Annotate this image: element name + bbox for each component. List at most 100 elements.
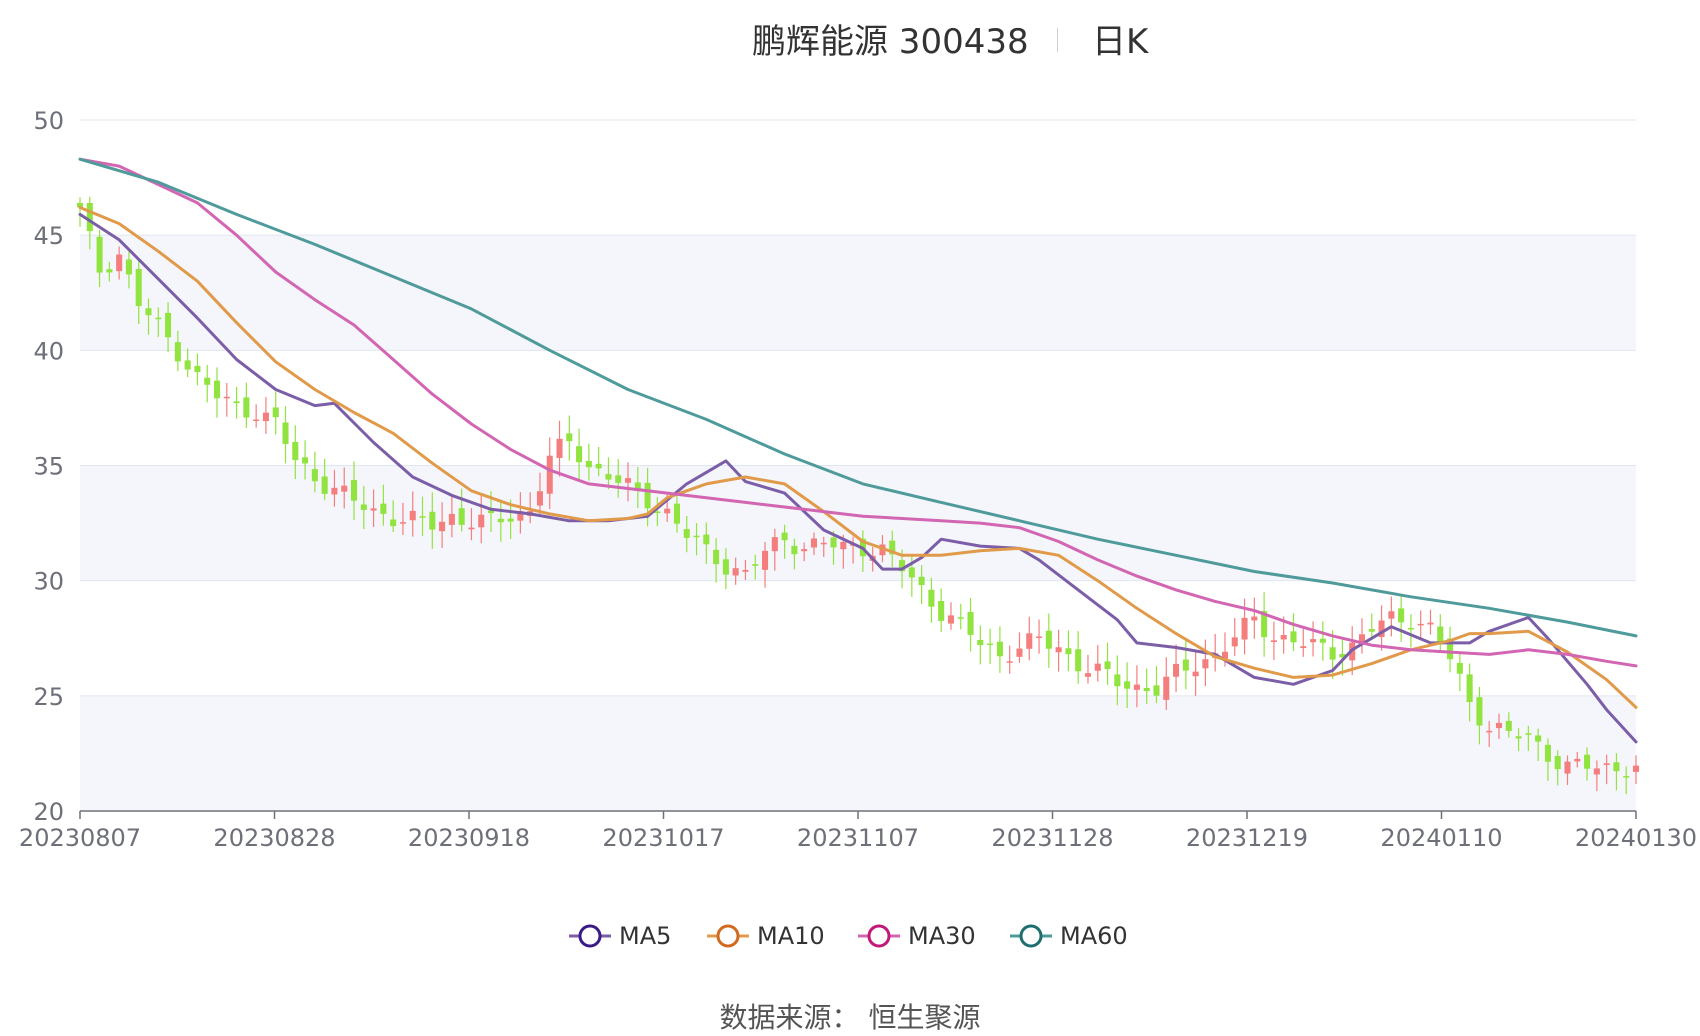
candle-body xyxy=(1476,697,1483,726)
candle-body xyxy=(752,564,759,566)
legend-marker-ma30-icon xyxy=(858,924,900,948)
series-line-ma60 xyxy=(78,157,1638,638)
chart-title-period: 日K xyxy=(1092,22,1149,62)
candle-body xyxy=(174,342,181,362)
x-tick-label: 20230918 xyxy=(408,824,530,852)
candle-body xyxy=(253,419,260,422)
candle-body xyxy=(977,640,984,646)
candle-body xyxy=(1094,663,1101,671)
candle-body xyxy=(1221,651,1229,659)
legend-circle-ma5 xyxy=(578,924,602,948)
data-source-label: 数据来源： xyxy=(719,1001,860,1034)
candle-body xyxy=(566,433,573,442)
candle-body xyxy=(810,538,817,548)
candle-body xyxy=(487,510,495,514)
candle-body xyxy=(1241,617,1248,640)
x-tick-label: 20231128 xyxy=(991,824,1113,852)
candle-body xyxy=(213,380,221,399)
candle-body xyxy=(1133,684,1140,690)
title-separator xyxy=(1057,28,1058,52)
legend-item-ma30[interactable]: MA30 xyxy=(858,914,976,958)
candle-body xyxy=(262,412,269,422)
candle-body xyxy=(1407,627,1414,630)
grid-band xyxy=(80,465,1636,581)
candle-body xyxy=(96,236,103,273)
candle-body xyxy=(184,360,191,370)
candle-body xyxy=(1006,661,1013,663)
candle-body xyxy=(1163,676,1170,700)
candle-body xyxy=(1368,629,1375,632)
candle-body xyxy=(1143,687,1150,692)
candle-body xyxy=(1251,616,1258,621)
candle-body xyxy=(86,203,93,232)
legend-label-ma10: MA10 xyxy=(757,922,825,950)
candle-body xyxy=(947,615,955,624)
candle-body xyxy=(1026,633,1033,649)
candle-body xyxy=(830,537,837,548)
candle-body xyxy=(1417,623,1424,626)
candle-body xyxy=(634,482,641,489)
candle-body xyxy=(429,511,436,530)
y-tick-label: 25 xyxy=(33,683,64,711)
candle-body xyxy=(448,513,455,525)
candle-body xyxy=(899,560,906,572)
candle-body xyxy=(497,518,504,523)
candle-body xyxy=(1388,611,1395,619)
candle-body xyxy=(331,487,338,495)
candle-body xyxy=(1535,735,1542,742)
candle-body xyxy=(1329,647,1336,660)
candle-body xyxy=(1544,744,1551,762)
legend-item-ma10[interactable]: MA10 xyxy=(707,914,825,958)
candle-body xyxy=(409,510,416,521)
candle-body xyxy=(1084,673,1092,677)
candle-body xyxy=(1290,631,1297,643)
legend-label-ma30: MA30 xyxy=(908,922,976,950)
candle-body xyxy=(918,576,925,586)
candle-body xyxy=(350,479,358,501)
candle-body xyxy=(1104,661,1111,669)
candle-body xyxy=(106,269,113,273)
candle-body xyxy=(439,521,446,532)
candle-body xyxy=(370,508,377,511)
candle-body xyxy=(624,478,632,483)
candle-body xyxy=(1153,685,1160,696)
legend-circle-ma10 xyxy=(716,924,740,948)
candle-body xyxy=(223,396,230,399)
chart-legend: MA5 MA10 MA30 MA60 xyxy=(0,914,1700,958)
candle-body xyxy=(145,308,152,316)
x-tick-label: 20230828 xyxy=(213,824,335,852)
x-tick-label: 20231219 xyxy=(1186,824,1308,852)
candle-body xyxy=(116,254,123,272)
candle-body xyxy=(1045,630,1052,649)
candle-body xyxy=(1398,608,1405,623)
candle-body xyxy=(703,534,710,545)
candle-body xyxy=(1016,648,1023,657)
candle-body xyxy=(135,268,142,307)
candle-body xyxy=(781,532,788,541)
legend-label-ma5: MA5 xyxy=(619,922,672,950)
candle-body xyxy=(615,475,622,483)
candle-body xyxy=(595,463,602,469)
candle-body xyxy=(155,317,162,320)
candle-body xyxy=(840,541,847,550)
legend-marker-ma5-icon xyxy=(569,924,611,948)
candle-body xyxy=(722,559,729,575)
candle-body xyxy=(1564,761,1571,774)
x-tick-label: 20240110 xyxy=(1380,824,1502,852)
candle-body xyxy=(1270,640,1277,642)
candle-body xyxy=(791,545,798,555)
candle-body xyxy=(713,549,720,565)
candle-body xyxy=(380,503,387,514)
candle-body xyxy=(1202,659,1209,669)
legend-marker-ma10-icon xyxy=(707,924,749,948)
legend-item-ma60[interactable]: MA60 xyxy=(1010,914,1128,958)
candle-body xyxy=(673,503,680,524)
candle-body xyxy=(771,537,778,552)
candle-body xyxy=(1319,638,1326,643)
x-tick-label: 20230807 xyxy=(19,824,141,852)
candle-body xyxy=(889,540,896,555)
candle-body xyxy=(419,516,426,518)
candle-body xyxy=(1593,768,1600,775)
legend-item-ma5[interactable]: MA5 xyxy=(569,914,671,958)
candle-body xyxy=(1427,622,1434,625)
